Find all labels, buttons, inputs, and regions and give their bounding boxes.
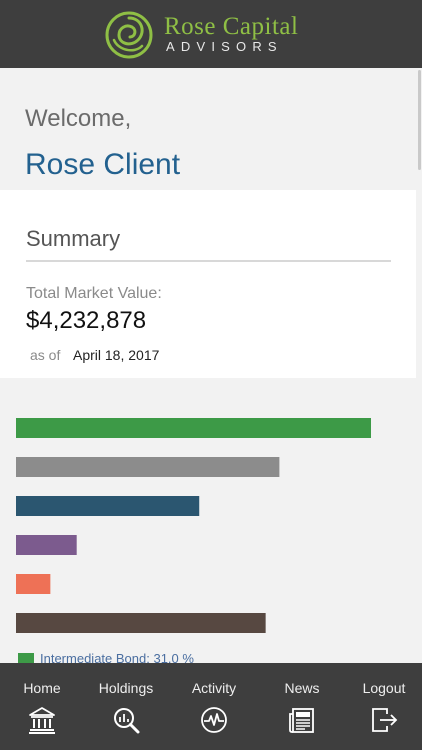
- allocation-bar-0[interactable]: [16, 418, 371, 438]
- summary-divider: [26, 260, 391, 262]
- pulse-icon: [201, 707, 227, 733]
- tab-logout-label: Logout: [362, 680, 406, 696]
- allocation-bar-3[interactable]: [16, 535, 77, 555]
- allocation-bar-2[interactable]: [16, 496, 200, 516]
- exit-icon: [372, 708, 398, 732]
- summary-card: Summary Total Market Value: $4,232,878 a…: [0, 190, 416, 378]
- rose-spiral-logo: [105, 11, 153, 59]
- tab-logout[interactable]: Logout: [342, 663, 422, 750]
- legend-swatch: [18, 653, 34, 665]
- as-of-date: April 18, 2017: [73, 347, 160, 363]
- app-header: Rose Capital ADVISORS: [0, 0, 422, 68]
- allocation-bar-chart: [16, 418, 371, 633]
- tab-activity-label: Activity: [191, 680, 237, 696]
- client-name: Rose Client: [25, 148, 181, 181]
- summary-title: Summary: [26, 226, 121, 251]
- allocation-bar-1[interactable]: [16, 457, 280, 477]
- as-of-label: as of: [30, 347, 61, 363]
- bottom-tab-bar: Home Holdings Activity News: [0, 663, 422, 750]
- brand-name: Rose Capital: [164, 13, 299, 40]
- tab-holdings-label: Holdings: [98, 680, 154, 696]
- scroll-indicator[interactable]: [418, 70, 421, 170]
- newspaper-icon: [289, 708, 314, 733]
- tab-activity[interactable]: Activity: [172, 663, 256, 750]
- legend-label: Intermediate Bond: 31.0 %: [40, 651, 194, 665]
- allocation-bar-4[interactable]: [16, 574, 51, 594]
- total-market-value-label: Total Market Value:: [26, 285, 162, 302]
- bank-icon: [29, 707, 55, 734]
- welcome-text: Welcome,: [25, 105, 132, 132]
- tab-home-label: Home: [23, 680, 61, 696]
- total-market-value: $4,232,878: [26, 307, 147, 334]
- chart-legend: Intermediate Bond: 31.0 %: [18, 651, 194, 665]
- allocation-bar-5[interactable]: [16, 613, 266, 633]
- tab-holdings[interactable]: Holdings: [84, 663, 168, 750]
- brand-subtitle: ADVISORS: [166, 39, 283, 54]
- tab-home[interactable]: Home: [0, 663, 84, 750]
- tab-news[interactable]: News: [260, 663, 344, 750]
- tab-news-label: News: [284, 680, 320, 696]
- magnifier-chart-icon: [114, 708, 140, 734]
